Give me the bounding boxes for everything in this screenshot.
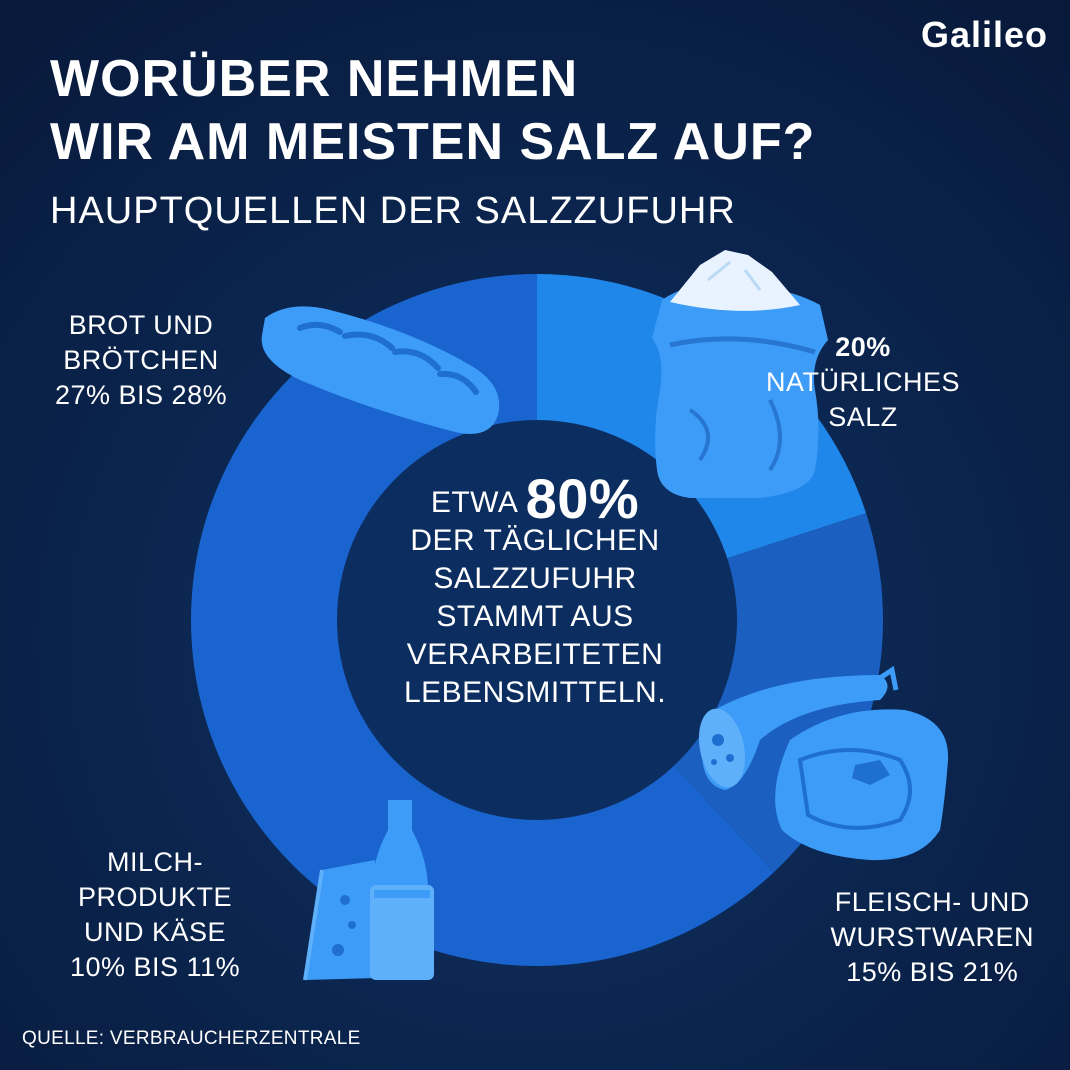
- salt-line2: SALZ: [828, 402, 898, 432]
- label-meat: FLEISCH- UND WURSTWAREN 15% BIS 21%: [831, 885, 1034, 990]
- center-line: LEBENSMITTELN.: [403, 676, 667, 709]
- meat-range: 15% BIS 21%: [846, 957, 1019, 987]
- salt-sack-icon: [652, 250, 828, 498]
- bread-line1: BROT UND: [68, 310, 214, 340]
- donut-hole: [337, 420, 737, 820]
- cheese-icon: [303, 860, 378, 981]
- dairy-line3: UND KÄSE: [84, 917, 227, 947]
- center-prefix: ETWA: [430, 486, 517, 519]
- center-percent: 80%: [525, 467, 640, 530]
- center-line: VERARBEITETEN: [406, 638, 664, 671]
- dairy-line2: PRODUKTE: [78, 882, 233, 912]
- center-line: SALZZUFUHR: [433, 562, 637, 595]
- galileo-logo: Galileo: [920, 14, 1048, 55]
- page-title: WORÜBER NEHMEN WIR AM MEISTEN SALZ AUF?: [50, 48, 815, 174]
- center-first-line: ETWA 80%: [385, 471, 685, 527]
- center-line: DER TÄGLICHEN: [410, 524, 660, 557]
- bread-range: 27% BIS 28%: [55, 380, 228, 410]
- meat-line2: WURSTWAREN: [830, 922, 1034, 952]
- label-natural-salt: 20% NATÜRLICHES SALZ: [766, 330, 960, 435]
- source-note: QUELLE: VERBRAUCHERZENTRALE: [22, 1028, 361, 1049]
- page-subtitle: HAUPTQUELLEN DER SALZZUFUHR: [50, 190, 736, 232]
- milk-bottle-icon: [370, 800, 434, 980]
- bread-icon: [261, 306, 500, 434]
- title-line-2: WIR AM MEISTEN SALZ AUF?: [50, 113, 816, 171]
- center-line: STAMMT AUS: [436, 600, 634, 633]
- dairy-range: 10% BIS 11%: [70, 952, 241, 982]
- title-line-1: WORÜBER NEHMEN: [50, 50, 579, 108]
- sausage-icon: [698, 665, 899, 790]
- label-bread: BROT UND BRÖTCHEN 27% BIS 28%: [55, 308, 227, 413]
- salt-percent: 20%: [835, 332, 891, 362]
- salt-line1: NATÜRLICHES: [765, 367, 960, 397]
- label-dairy: MILCH- PRODUKTE UND KÄSE 10% BIS 11%: [70, 845, 240, 985]
- meat-line1: FLEISCH- UND: [834, 887, 1030, 917]
- center-statement: ETWA 80% DER TÄGLICHEN SALZZUFUHR STAMMT…: [385, 471, 685, 712]
- bread-line2: BRÖTCHEN: [63, 345, 219, 375]
- steak-icon: [775, 709, 949, 861]
- dairy-line1: MILCH-: [107, 847, 204, 877]
